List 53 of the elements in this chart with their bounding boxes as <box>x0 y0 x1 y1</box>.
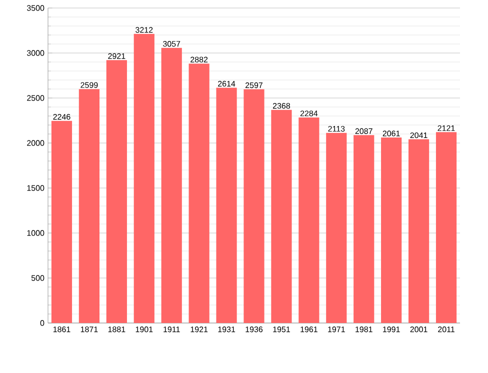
y-tick-label: 0 <box>40 320 44 326</box>
y-tick-label: 1000 <box>27 230 44 236</box>
y-tick-label: 1500 <box>27 185 44 191</box>
data-label: 2041 <box>410 132 428 138</box>
y-tick-label: 500 <box>31 275 44 281</box>
x-tick-label: 1861 <box>53 326 70 332</box>
y-tick-label: 2500 <box>27 95 44 101</box>
x-tick-label: 1931 <box>218 326 236 332</box>
bar <box>436 132 457 323</box>
bar <box>326 132 347 323</box>
bar <box>106 60 127 323</box>
x-tick-label: 1991 <box>383 326 400 332</box>
bar <box>354 135 374 323</box>
bar <box>134 34 154 323</box>
data-label: 2113 <box>328 126 345 132</box>
x-tick-label: 1971 <box>328 326 345 332</box>
data-label: 2597 <box>246 82 262 88</box>
bar <box>51 120 72 323</box>
y-tick-label: 3500 <box>26 5 44 11</box>
x-tick-label: 1921 <box>190 326 208 332</box>
x-tick-label: 1936 <box>246 326 263 332</box>
data-label: 3057 <box>163 41 180 47</box>
data-label: 2061 <box>382 130 400 136</box>
x-tick-label: 1901 <box>136 326 153 332</box>
x-tick-label: 1911 <box>164 326 180 332</box>
bar <box>381 138 402 323</box>
data-label: 2921 <box>108 53 126 59</box>
data-label: 2087 <box>355 128 372 134</box>
bar <box>216 88 237 323</box>
data-label: 3212 <box>136 27 153 33</box>
bar <box>188 64 210 323</box>
bar <box>408 139 430 323</box>
data-label: 2882 <box>190 56 208 62</box>
y-tick-label: 2000 <box>27 140 44 146</box>
bar <box>78 89 100 323</box>
data-label: 2599 <box>80 82 98 88</box>
x-tick-label: 1881 <box>108 326 126 332</box>
y-tick-label: 3000 <box>26 50 44 56</box>
x-tick-label: 2011 <box>438 326 454 332</box>
data-label: 2246 <box>53 114 70 120</box>
x-tick-label: 2001 <box>410 326 428 332</box>
data-label: 2368 <box>272 103 290 109</box>
bar <box>244 89 264 323</box>
x-tick-label: 1951 <box>273 326 290 332</box>
x-tick-label: 1961 <box>300 326 318 332</box>
x-tick-label: 1871 <box>80 326 98 332</box>
x-tick-label: 1981 <box>356 326 372 332</box>
bar <box>161 48 182 323</box>
data-label: 2614 <box>218 80 236 87</box>
data-label: 2284 <box>300 110 318 116</box>
bar <box>298 117 320 323</box>
bar <box>271 110 292 323</box>
data-label: 2121 <box>438 125 455 131</box>
